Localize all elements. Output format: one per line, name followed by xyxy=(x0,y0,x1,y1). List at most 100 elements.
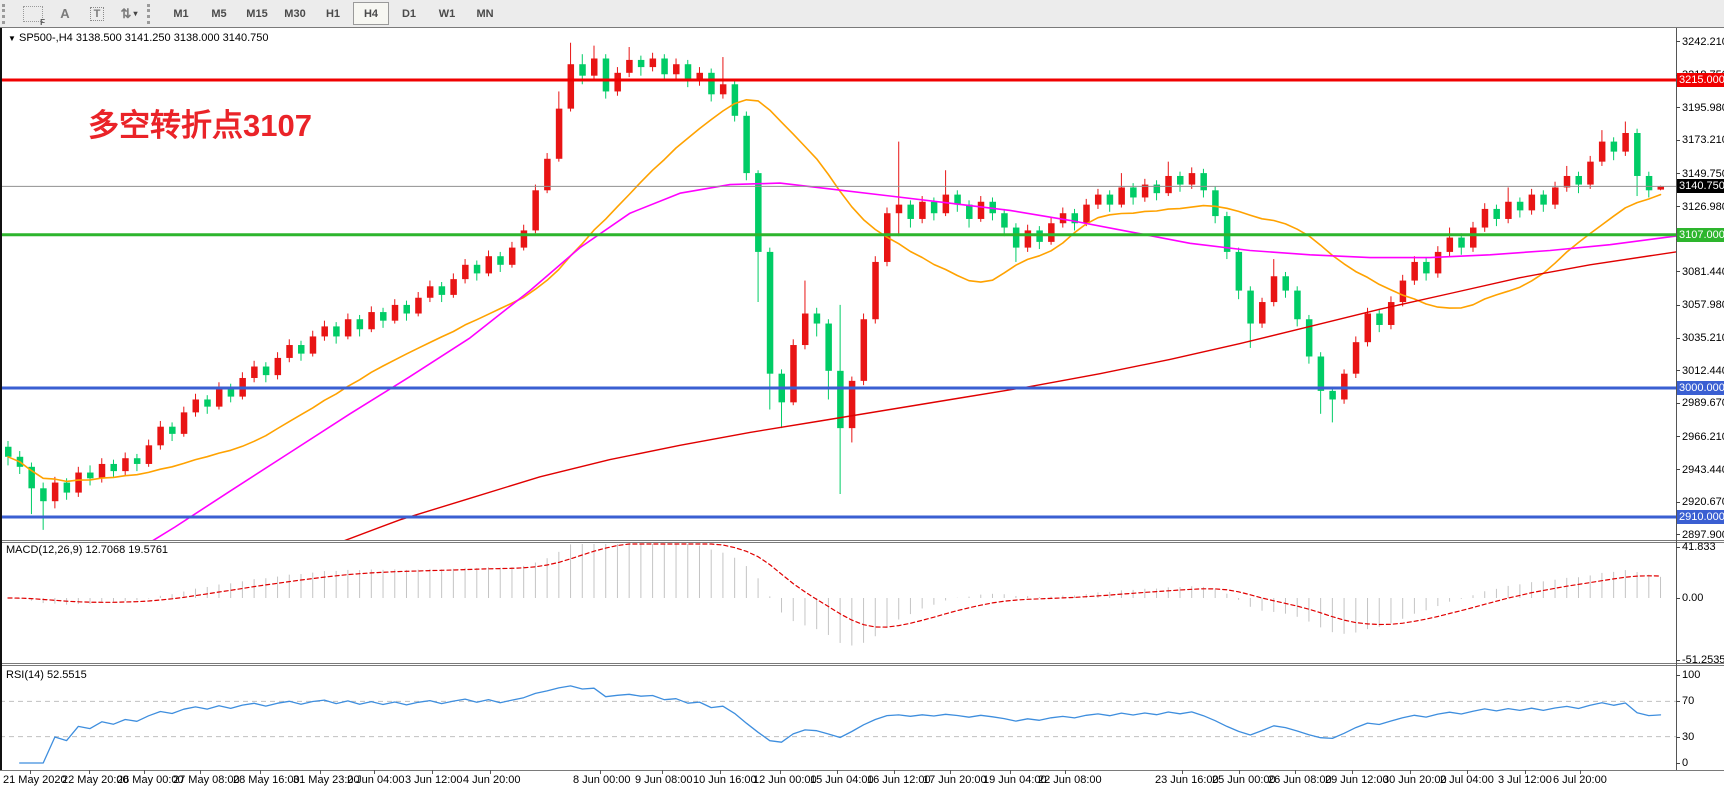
price-axis-tick xyxy=(1676,41,1680,42)
price-axis-label: 3195.980 xyxy=(1682,102,1724,114)
toolbar-grip-2[interactable] xyxy=(147,3,158,24)
macd-indicator-header: MACD(12,26,9) 12.7068 19.5761 xyxy=(6,544,169,556)
time-axis-label: 3 Jun 12:00 xyxy=(405,774,463,786)
time-axis-label: 31 May 23:00 xyxy=(293,774,360,786)
price-axis-label: 3057.980 xyxy=(1682,299,1724,311)
price-axis-tick xyxy=(1676,534,1680,535)
chevron-down-icon[interactable]: ▾ xyxy=(133,9,138,18)
price-axis-label: 2897.900 xyxy=(1682,529,1724,541)
profiles-grid-glyph: F xyxy=(23,5,45,27)
timeframe-button-m30[interactable]: M30 xyxy=(284,7,306,20)
timeframe-button-w1[interactable]: W1 xyxy=(438,7,456,20)
price-axis-label: 3035.210 xyxy=(1682,332,1724,344)
price-axis-tick xyxy=(1676,206,1680,207)
price-axis-tick xyxy=(1676,403,1680,404)
time-axis-label: 25 Jun 00:00 xyxy=(1212,774,1276,786)
price-axis-label: 3173.210 xyxy=(1682,134,1724,146)
timeframe-button-group: M1 M5 M15 M30 H1 H4 D1 W1 MN xyxy=(162,2,504,25)
level-price-label: 2910.000 xyxy=(1677,510,1724,524)
level-price-label: 3215.000 xyxy=(1677,73,1724,87)
symbol-ohlc-text: SP500-,H4 3138.500 3141.250 3138.000 314… xyxy=(18,32,269,44)
price-axis-label: 3126.980 xyxy=(1682,201,1724,213)
timeframe-button-m15[interactable]: M15 xyxy=(246,7,268,20)
time-axis-tick xyxy=(30,770,31,774)
price-axis-label: 3149.750 xyxy=(1682,168,1724,180)
time-axis-label: 28 May 16:00 xyxy=(233,774,300,786)
time-axis-tick xyxy=(720,770,721,774)
text-label-icon[interactable]: T xyxy=(84,4,110,24)
time-axis-tick xyxy=(260,770,261,774)
timeframe-button-m1[interactable]: M1 xyxy=(173,7,189,20)
price-axis-label: 3012.440 xyxy=(1682,365,1724,377)
toolbar-grip[interactable] xyxy=(2,3,13,24)
current-price-label: 3140.750 xyxy=(1677,179,1724,193)
price-axis-tick xyxy=(1676,271,1680,272)
text-annotation-glyph: A xyxy=(60,6,70,21)
time-axis-label: 3 Jul 12:00 xyxy=(1498,774,1552,786)
chart-annotation-text: 多空转折点3107 xyxy=(88,108,312,143)
price-axis-tick xyxy=(1676,338,1680,339)
price-axis-label: 2920.670 xyxy=(1682,496,1724,508)
time-axis-label: 29 Jun 12:00 xyxy=(1325,774,1389,786)
macd-axis-label: -51.2535 xyxy=(1682,654,1724,666)
time-axis-label: 12 Jun 00:00 xyxy=(753,774,817,786)
time-axis-tick xyxy=(1525,770,1526,774)
time-axis-tick xyxy=(1065,770,1066,774)
macd-axis-tick xyxy=(1676,547,1680,548)
arrange-arrows-glyph: ⇅ xyxy=(120,5,132,21)
time-axis-tick xyxy=(950,770,951,774)
time-axis-tick xyxy=(1580,770,1581,774)
timeframe-button-mn[interactable]: MN xyxy=(476,7,494,20)
time-axis-tick xyxy=(320,770,321,774)
timeframe-button-h1[interactable]: H1 xyxy=(325,7,341,20)
time-axis-label: 9 Jun 08:00 xyxy=(635,774,693,786)
time-axis-label: 4 Jun 20:00 xyxy=(463,774,521,786)
text-annotation-icon[interactable]: A xyxy=(52,4,78,24)
time-axis-tick xyxy=(1352,770,1353,774)
price-axis-label: 2989.670 xyxy=(1682,397,1724,409)
rsi-axis-label: 100 xyxy=(1682,669,1701,681)
time-axis-label: 22 Jun 08:00 xyxy=(1038,774,1102,786)
price-axis-label: 2966.210 xyxy=(1682,431,1724,443)
time-axis-tick xyxy=(1295,770,1296,774)
time-axis-label: 21 May 2020 xyxy=(3,774,67,786)
timeframe-button-h4[interactable]: H4 xyxy=(353,2,389,25)
text-label-glyph: T xyxy=(89,6,105,21)
symbol-dropdown-icon[interactable]: ▼ xyxy=(8,34,16,43)
symbol-header[interactable]: ▼ SP500-,H4 3138.500 3141.250 3138.000 3… xyxy=(8,32,269,44)
time-axis-label: 2 Jul 04:00 xyxy=(1440,774,1494,786)
rsi-axis-tick xyxy=(1676,675,1680,676)
time-axis-tick xyxy=(600,770,601,774)
time-axis-label: 2 Jun 04:00 xyxy=(347,774,405,786)
time-axis-label: 15 Jun 04:00 xyxy=(810,774,874,786)
time-axis-tick xyxy=(1182,770,1183,774)
time-axis-label: 10 Jun 16:00 xyxy=(693,774,757,786)
time-axis-tick xyxy=(144,770,145,774)
profiles-grid-icon[interactable]: F xyxy=(20,4,46,27)
macd-axis-label: 0.00 xyxy=(1682,592,1704,604)
time-axis-label: 19 Jun 04:00 xyxy=(983,774,1047,786)
rsi-axis-tick xyxy=(1676,701,1680,702)
time-axis-tick xyxy=(1010,770,1011,774)
price-axis-tick xyxy=(1676,370,1680,371)
price-axis-tick xyxy=(1676,173,1680,174)
timeframe-button-m5[interactable]: M5 xyxy=(211,7,227,20)
rsi-axis-label: 70 xyxy=(1682,695,1695,707)
macd-axis-label: 41.833 xyxy=(1682,541,1716,553)
time-axis-label: 23 Jun 16:00 xyxy=(1155,774,1219,786)
arrange-arrows-icon[interactable]: ⇅ ▾ xyxy=(116,4,142,24)
time-axis-tick xyxy=(374,770,375,774)
price-axis-label: 3242.210 xyxy=(1682,36,1724,48)
price-axis-tick xyxy=(1676,305,1680,306)
time-axis-label: 26 May 00:00 xyxy=(117,774,184,786)
time-axis-tick xyxy=(1410,770,1411,774)
time-axis-tick xyxy=(490,770,491,774)
price-axis-tick xyxy=(1676,436,1680,437)
time-axis-tick xyxy=(780,770,781,774)
timeframe-button-d1[interactable]: D1 xyxy=(401,7,417,20)
time-axis-tick xyxy=(200,770,201,774)
time-axis-label: 26 Jun 08:00 xyxy=(1268,774,1332,786)
time-axis-tick xyxy=(837,770,838,774)
rsi-axis-label: 30 xyxy=(1682,731,1695,743)
